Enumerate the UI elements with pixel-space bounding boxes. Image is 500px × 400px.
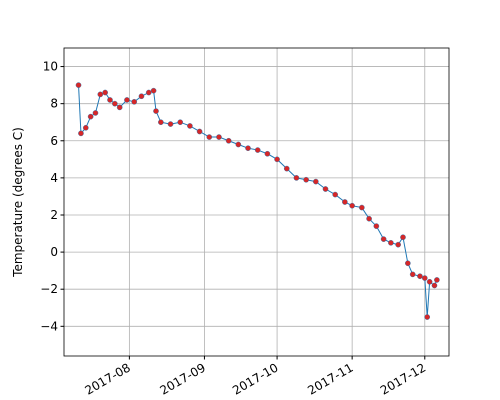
marker bbox=[359, 204, 365, 211]
marker bbox=[107, 97, 113, 103]
marker bbox=[112, 100, 118, 107]
marker bbox=[373, 223, 380, 229]
marker bbox=[206, 134, 213, 140]
y-tick-label: 2 bbox=[50, 208, 58, 222]
marker bbox=[150, 87, 157, 94]
marker bbox=[434, 277, 440, 283]
marker bbox=[124, 97, 130, 103]
marker bbox=[116, 104, 123, 111]
marker bbox=[342, 199, 348, 205]
marker bbox=[322, 186, 329, 192]
marker bbox=[349, 202, 355, 209]
marker bbox=[264, 150, 271, 157]
x-tick-label: 2017-11 bbox=[305, 360, 355, 397]
marker bbox=[303, 176, 309, 183]
y-tick-label: −4 bbox=[40, 319, 58, 333]
x-tick-label: 2017-10 bbox=[230, 360, 280, 397]
marker bbox=[145, 89, 152, 96]
y-tick-label: 6 bbox=[50, 134, 58, 148]
marker bbox=[380, 236, 387, 242]
marker bbox=[187, 123, 193, 129]
marker bbox=[138, 93, 145, 100]
marker bbox=[409, 271, 416, 278]
marker bbox=[158, 119, 164, 126]
marker bbox=[283, 165, 290, 172]
marker bbox=[400, 234, 406, 241]
marker bbox=[97, 91, 104, 98]
marker bbox=[366, 215, 372, 222]
marker bbox=[78, 130, 84, 137]
marker bbox=[421, 275, 428, 281]
marker bbox=[235, 141, 242, 148]
marker bbox=[274, 156, 280, 163]
marker bbox=[167, 121, 174, 127]
marker bbox=[87, 113, 94, 120]
marker bbox=[216, 134, 222, 140]
y-axis-label: Temperature (degrees C) bbox=[11, 127, 25, 278]
x-tick-label: 2017-09 bbox=[158, 360, 208, 397]
marker bbox=[177, 119, 184, 126]
marker bbox=[254, 147, 261, 153]
marker bbox=[245, 145, 251, 151]
marker bbox=[395, 241, 401, 248]
marker bbox=[313, 178, 319, 185]
y-tick-label: −2 bbox=[40, 282, 58, 296]
y-tick-label: 8 bbox=[50, 97, 58, 111]
line bbox=[78, 85, 438, 318]
marker bbox=[417, 273, 423, 280]
marker bbox=[431, 282, 438, 289]
marker bbox=[293, 175, 300, 181]
x-tick-label: 2017-08 bbox=[82, 360, 132, 397]
y-tick-label: 4 bbox=[50, 171, 58, 185]
marker bbox=[102, 89, 108, 96]
marker bbox=[92, 110, 99, 116]
marker bbox=[225, 137, 232, 144]
marker bbox=[424, 314, 431, 320]
marker bbox=[332, 191, 338, 198]
x-tick-label: 2017-12 bbox=[378, 360, 428, 397]
plot-frame bbox=[63, 47, 450, 357]
y-tick-label: 0 bbox=[50, 245, 58, 259]
marker bbox=[75, 82, 82, 88]
marker bbox=[405, 260, 411, 267]
y-tick-label: 10 bbox=[43, 60, 58, 74]
marker bbox=[82, 124, 89, 131]
marker bbox=[131, 99, 138, 105]
marker bbox=[388, 240, 394, 246]
marker bbox=[196, 128, 203, 135]
marker bbox=[153, 108, 159, 114]
marker bbox=[426, 278, 433, 285]
